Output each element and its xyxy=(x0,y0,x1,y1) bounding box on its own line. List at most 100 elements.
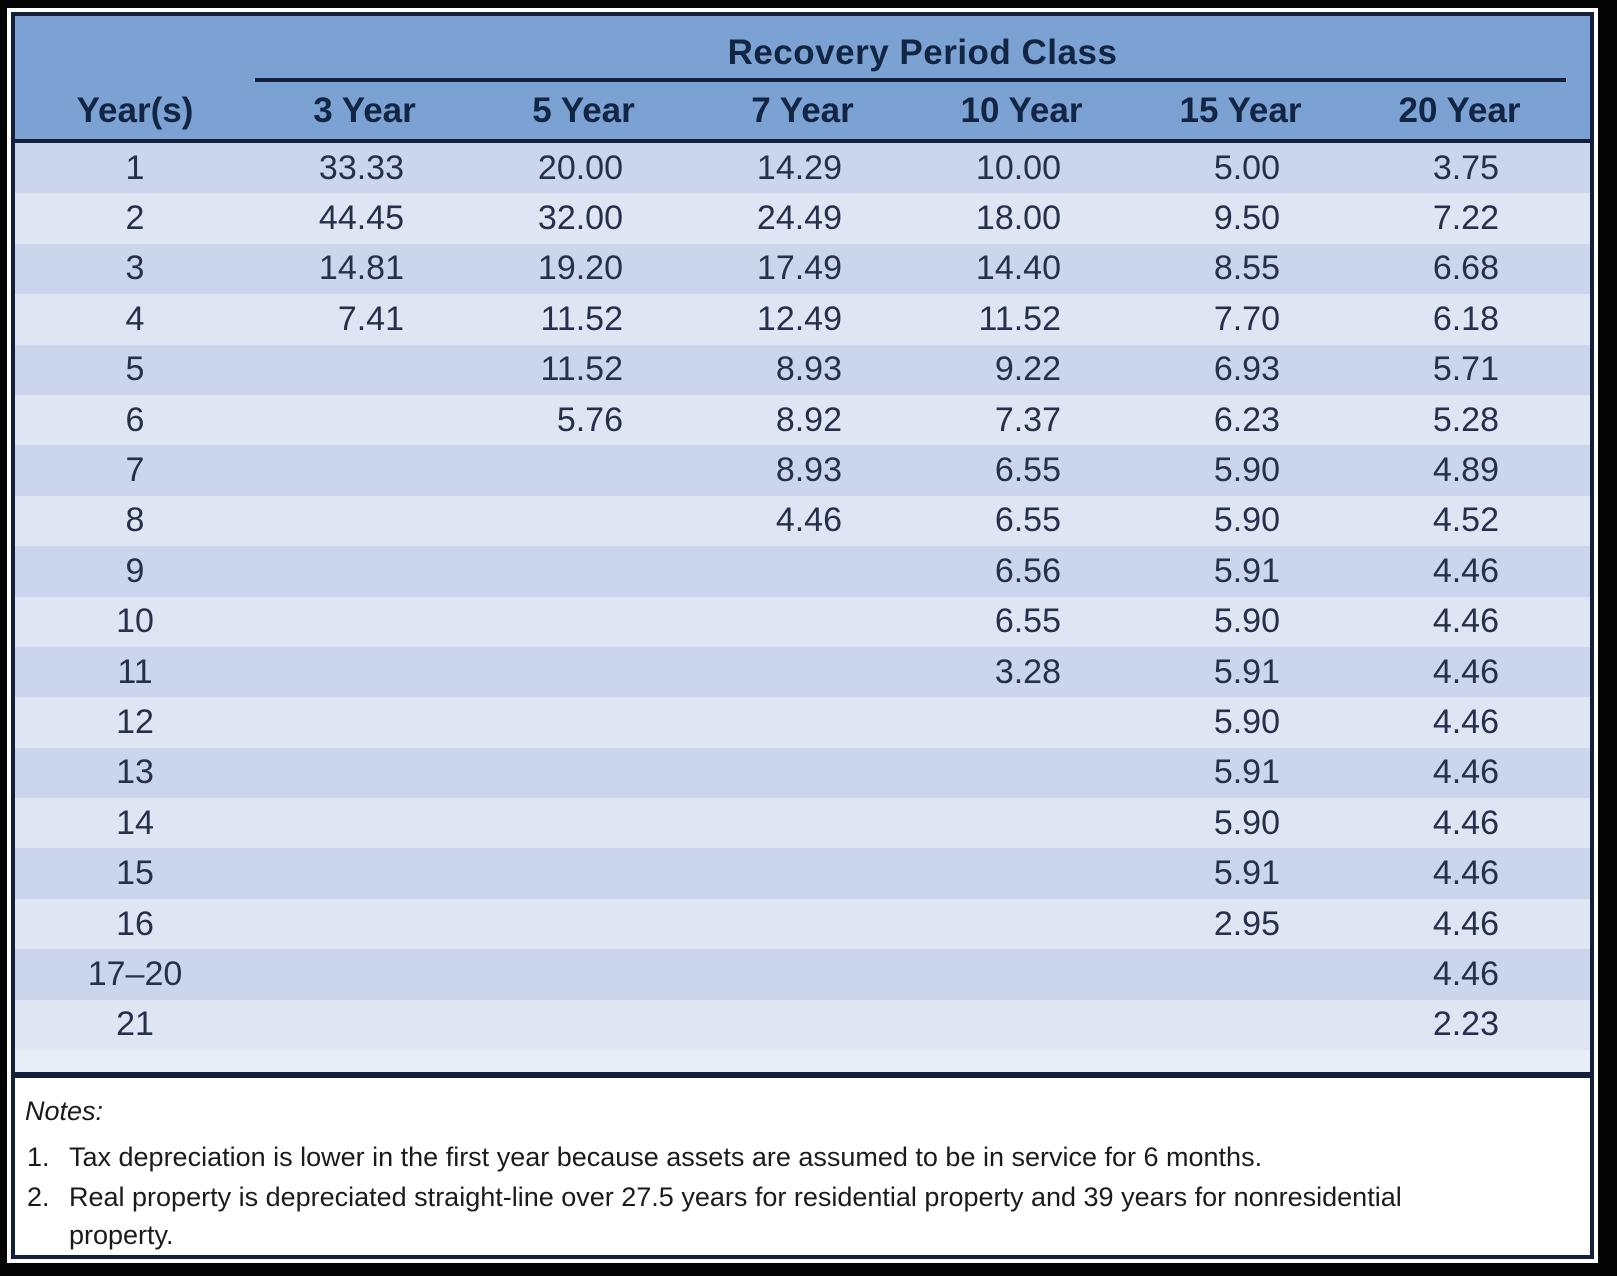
column-header-5-year: 5 Year xyxy=(532,90,635,130)
year-cell: 5 xyxy=(125,350,145,389)
group-header-title: Recovery Period Class xyxy=(727,33,1118,72)
table-row: 7 8.93 6.55 5.90 4.89 xyxy=(15,445,1590,496)
value-cell: 5.91 xyxy=(1213,551,1280,590)
value-cell: 5.91 xyxy=(1213,854,1280,893)
year-cell: 6 xyxy=(125,400,145,439)
column-header-15-year: 15 Year xyxy=(1179,90,1302,130)
note-text-block: Real property is depreciated straight-li… xyxy=(69,1178,1574,1254)
notes-section: Notes: 1. Tax depreciation is lower in t… xyxy=(15,1078,1590,1255)
value-cell: 4.52 xyxy=(1432,501,1499,540)
value-cell: 5.00 xyxy=(1213,148,1280,187)
table-row: 15 5.91 4.46 xyxy=(15,848,1590,899)
value-cell: 4.89 xyxy=(1432,451,1499,490)
year-cell: 9 xyxy=(125,551,145,590)
value-cell: 6.18 xyxy=(1432,299,1499,338)
year-cell: 15 xyxy=(116,854,154,893)
value-cell: 5.76 xyxy=(556,400,623,439)
value-cell: 4.46 xyxy=(1432,753,1499,792)
year-cell: 21 xyxy=(116,1005,154,1044)
year-cell: 7 xyxy=(125,451,145,490)
value-cell: 11.52 xyxy=(540,350,623,389)
table-body: 1 33.33 20.00 14.29 10.00 5.00 3.75 2 44.45 32.00… xyxy=(15,143,1590,1051)
group-header-row: Recovery Period Class xyxy=(15,16,1590,82)
value-cell: 8.93 xyxy=(775,350,842,389)
value-cell: 4.46 xyxy=(1432,652,1499,691)
value-cell: 5.71 xyxy=(1432,350,1499,389)
value-cell: 3.75 xyxy=(1432,148,1499,187)
value-cell: 6.56 xyxy=(994,551,1061,590)
year-cell: 10 xyxy=(116,602,154,641)
value-cell: 24.49 xyxy=(756,199,842,238)
table-bottom-line xyxy=(15,1072,1590,1078)
column-header-20-year: 20 Year xyxy=(1398,90,1521,130)
table-row: 2 44.45 32.00 24.49 18.00 9.50 7.22 xyxy=(15,193,1590,244)
note-item: 2. Real property is depreciated straight… xyxy=(25,1178,1574,1254)
column-header-years: Year(s) xyxy=(76,90,194,130)
value-cell: 19.20 xyxy=(537,249,623,288)
value-cell: 2.23 xyxy=(1432,1005,1499,1044)
value-cell: 8.92 xyxy=(775,400,842,439)
year-cell: 13 xyxy=(116,753,154,792)
value-cell: 7.22 xyxy=(1432,199,1499,238)
note-text-line: property. xyxy=(69,1220,174,1250)
value-cell: 5.90 xyxy=(1213,702,1280,741)
value-cell: 6.68 xyxy=(1432,249,1499,288)
value-cell: 3.28 xyxy=(994,652,1061,691)
value-cell: 20.00 xyxy=(537,148,623,187)
value-cell: 18.00 xyxy=(975,199,1061,238)
value-cell: 12.49 xyxy=(756,299,842,338)
note-number: 1. xyxy=(27,1142,50,1172)
value-cell: 6.55 xyxy=(994,602,1061,641)
note-item: 1. Tax depreciation is lower in the firs… xyxy=(25,1138,1574,1176)
year-cell: 11 xyxy=(117,652,153,691)
table-row: 4 7.41 11.52 12.49 11.52 7.70 6.18 xyxy=(15,294,1590,345)
value-cell: 44.45 xyxy=(318,199,404,238)
value-cell: 11.52 xyxy=(540,299,623,338)
table-row: 16 2.95 4.46 xyxy=(15,898,1590,950)
value-cell: 4.46 xyxy=(1432,803,1499,842)
table-row: 5 11.52 8.93 9.22 6.93 5.71 xyxy=(15,344,1590,395)
table-row: 10 6.55 5.90 4.46 xyxy=(15,596,1590,647)
year-cell: 2 xyxy=(125,199,145,238)
table-row: 12 5.90 4.46 xyxy=(15,697,1590,748)
value-cell: 14.29 xyxy=(756,148,842,187)
value-cell: 5.91 xyxy=(1213,753,1280,792)
value-cell: 4.46 xyxy=(1432,954,1499,993)
table-row: 17–20 4.46 xyxy=(15,949,1590,1000)
value-cell: 6.55 xyxy=(994,501,1061,540)
year-cell: 16 xyxy=(116,904,154,943)
table-row: 9 6.56 5.91 4.46 xyxy=(15,546,1590,597)
value-cell: 6.55 xyxy=(994,451,1061,490)
value-cell: 7.41 xyxy=(337,299,404,338)
value-cell: 14.40 xyxy=(975,249,1061,288)
table-row: 8 4.46 6.55 5.90 4.52 xyxy=(15,495,1590,547)
table-row: 14 5.90 4.46 xyxy=(15,798,1590,849)
value-cell: 4.46 xyxy=(1432,551,1499,590)
note-text-block: Tax depreciation is lower in the first y… xyxy=(69,1138,1574,1176)
table-header: Recovery Period Class Year(s) 3 Year 5 Y… xyxy=(15,16,1590,139)
note-text-line: Real property is depreciated straight-li… xyxy=(69,1182,1402,1212)
value-cell: 6.23 xyxy=(1213,400,1280,439)
value-cell: 4.46 xyxy=(1432,904,1499,943)
value-cell: 8.93 xyxy=(775,451,842,490)
year-cell: 4 xyxy=(125,299,145,338)
value-cell: 8.55 xyxy=(1213,249,1280,288)
table-row: 6 5.76 8.92 7.37 6.23 5.28 xyxy=(15,394,1590,446)
value-cell: 2.95 xyxy=(1213,904,1280,943)
table-row: 11 3.28 5.91 4.46 xyxy=(15,646,1590,698)
column-header-row: Year(s) 3 Year 5 Year 7 Year 10 Year 15 … xyxy=(15,82,1590,139)
value-cell: 14.81 xyxy=(318,249,404,288)
value-cell: 4.46 xyxy=(1432,602,1499,641)
value-cell: 5.90 xyxy=(1213,451,1280,490)
value-cell: 17.49 xyxy=(756,249,842,288)
value-cell: 9.22 xyxy=(994,350,1061,389)
year-cell: 1 xyxy=(125,148,145,187)
value-cell: 5.91 xyxy=(1213,652,1280,691)
value-cell: 32.00 xyxy=(537,199,623,238)
value-cell: 5.28 xyxy=(1432,400,1499,439)
paper-sheet: Recovery Period Class Year(s) 3 Year 5 Y… xyxy=(7,8,1598,1263)
value-cell: 4.46 xyxy=(1432,702,1499,741)
table-row: 21 2.23 xyxy=(15,999,1590,1051)
column-header-10-year: 10 Year xyxy=(960,90,1083,130)
